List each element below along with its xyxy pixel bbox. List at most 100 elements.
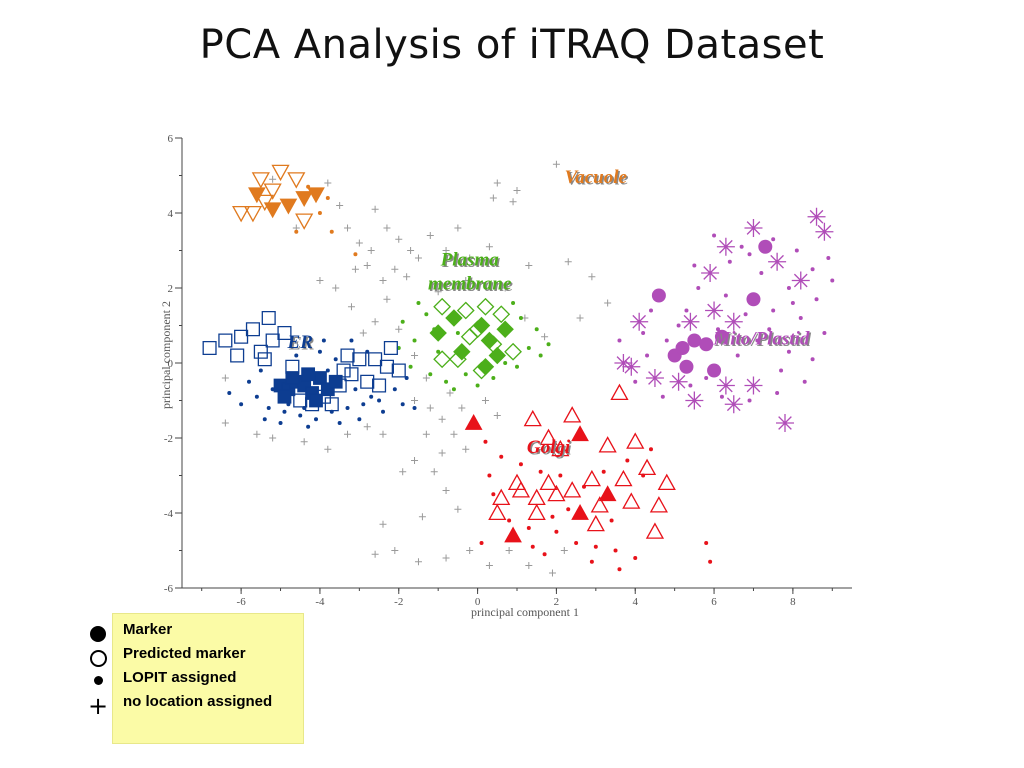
plasma-membrane-marker-point: [480, 331, 499, 350]
er-assigned-point: [278, 421, 283, 425]
er-marker-point: [328, 374, 343, 389]
plasma-membrane-assigned-point: [511, 301, 516, 305]
unassigned-point: [359, 329, 367, 337]
plasma-membrane-assigned-point: [451, 387, 456, 392]
legend-predicted-marker-label: Predicted marker: [123, 645, 246, 662]
y-tick-label: -6: [164, 583, 174, 595]
mito-plastid-assigned-point: [826, 256, 831, 260]
er-predicted-point: [265, 333, 280, 348]
cluster-labels: VacuoleVacuolePlasmaPlasmamembranemembra…: [287, 167, 812, 460]
er-assigned-point: [227, 391, 232, 395]
golgi-label-shadow: Golgi: [528, 439, 572, 460]
mito-plastid-assigned-point: [822, 331, 827, 335]
mito-plastid-assigned-point: [794, 248, 799, 253]
er-predicted-point: [202, 340, 217, 356]
golgi-assigned-point: [609, 518, 614, 523]
unassigned-point: [332, 284, 340, 292]
y-tick-label: 2: [168, 283, 174, 295]
y-tick-label: -4: [164, 508, 174, 520]
er-predicted-point: [360, 374, 375, 389]
vacuole-predicted-point: [287, 172, 306, 189]
er-predicted-point: [277, 325, 292, 341]
mito-plastid-marker-point: [687, 333, 702, 348]
mito-plastid-assigned-point: [786, 286, 791, 290]
er-assigned-point: [353, 387, 358, 392]
mito-plastid-label-shadow: Mito/Plastid: [714, 330, 812, 351]
unassigned-point: [458, 404, 466, 412]
unassigned-point: [414, 558, 422, 566]
unassigned-point: [525, 262, 533, 269]
mito-plastid-predicted-point: [716, 237, 735, 256]
mito-plastid-assigned-point: [704, 376, 709, 380]
mito-plastid-assigned-point: [743, 312, 748, 317]
y-tick-label: 4: [168, 208, 174, 220]
x-axis-title: principal component 1: [471, 605, 579, 619]
mito-plastid-assigned-point: [676, 323, 681, 328]
er-predicted-point: [293, 393, 308, 408]
plasma-membrane-assigned-point: [428, 372, 433, 377]
unassigned-point: [442, 554, 450, 562]
unassigned-point: [454, 505, 462, 513]
er-predicted-point: [230, 348, 245, 363]
unassigned-point: [371, 205, 379, 213]
golgi-marker-point: [464, 413, 483, 430]
golgi-label: Golgi: [527, 437, 571, 458]
mito-plastid-assigned-point: [719, 394, 724, 399]
mito-plastid-marker-point: [675, 341, 690, 355]
golgi-predicted-point: [511, 481, 531, 498]
mito-plastid-assigned-point: [723, 293, 728, 298]
er-predicted-point: [218, 333, 233, 348]
er-assigned-point: [262, 417, 267, 422]
golgi-assigned-point: [487, 473, 492, 478]
er-marker-point: [277, 389, 292, 404]
unassigned-point: [391, 547, 399, 554]
y-tick-label: -2: [164, 433, 173, 445]
legend-box: Marker Predicted marker LOPIT assigned n…: [112, 613, 304, 744]
unassigned-point: [485, 243, 493, 251]
legend-symbols: +: [86, 620, 112, 720]
vacuole-assigned-point: [353, 252, 358, 257]
plasma-membrane-label-shadow: membrane: [430, 275, 514, 296]
golgi-predicted-point: [598, 436, 617, 453]
unassigned-point: [379, 520, 387, 528]
er-assigned-point: [258, 368, 263, 373]
legend-marker-label: Marker: [123, 621, 173, 638]
golgi-predicted-point: [527, 503, 546, 521]
golgi-assigned-point: [530, 544, 535, 549]
plasma-membrane-marker-point: [453, 343, 471, 361]
golgi-predicted-point: [626, 432, 645, 449]
unassigned-point: [395, 235, 403, 243]
mito-plastid-label: Mito/Plastid: [712, 328, 810, 349]
er-assigned-point: [361, 402, 366, 407]
golgi-predicted-point: [582, 469, 601, 487]
unassigned-point: [489, 194, 497, 202]
unassigned-point: [513, 187, 521, 194]
mito-plastid-assigned-point: [755, 338, 760, 343]
golgi-assigned-point: [542, 552, 547, 557]
unassigned-point: [355, 239, 363, 247]
mito-plastid-assigned-point: [696, 286, 701, 290]
unassigned-point: [383, 224, 391, 232]
er-predicted-point: [336, 363, 351, 378]
golgi-predicted-point: [637, 458, 657, 476]
unassigned-point: [462, 445, 470, 453]
plasma-membrane-predicted-point: [504, 342, 522, 361]
golgi-assigned-point: [479, 541, 484, 545]
plasma-membrane-assigned-point: [400, 319, 405, 324]
golgi-predicted-point: [586, 514, 605, 532]
unassigned-point: [351, 265, 359, 273]
er-assigned-point: [266, 406, 271, 410]
unassigned-point: [371, 550, 379, 558]
er-assigned-point: [412, 406, 417, 410]
unassigned-point: [446, 389, 454, 397]
er-assigned-point: [314, 417, 318, 422]
mito-plastid-predicted-point: [768, 252, 787, 271]
y-tick-label: 6: [168, 133, 174, 145]
mito-plastid-assigned-point: [617, 338, 622, 343]
mito-plastid-assigned-point: [767, 327, 772, 332]
x-tick-label: -4: [315, 596, 325, 608]
plasma-membrane-assigned-point: [455, 331, 460, 335]
filled-circle-icon: [90, 626, 106, 642]
unassigned-point: [414, 254, 422, 262]
